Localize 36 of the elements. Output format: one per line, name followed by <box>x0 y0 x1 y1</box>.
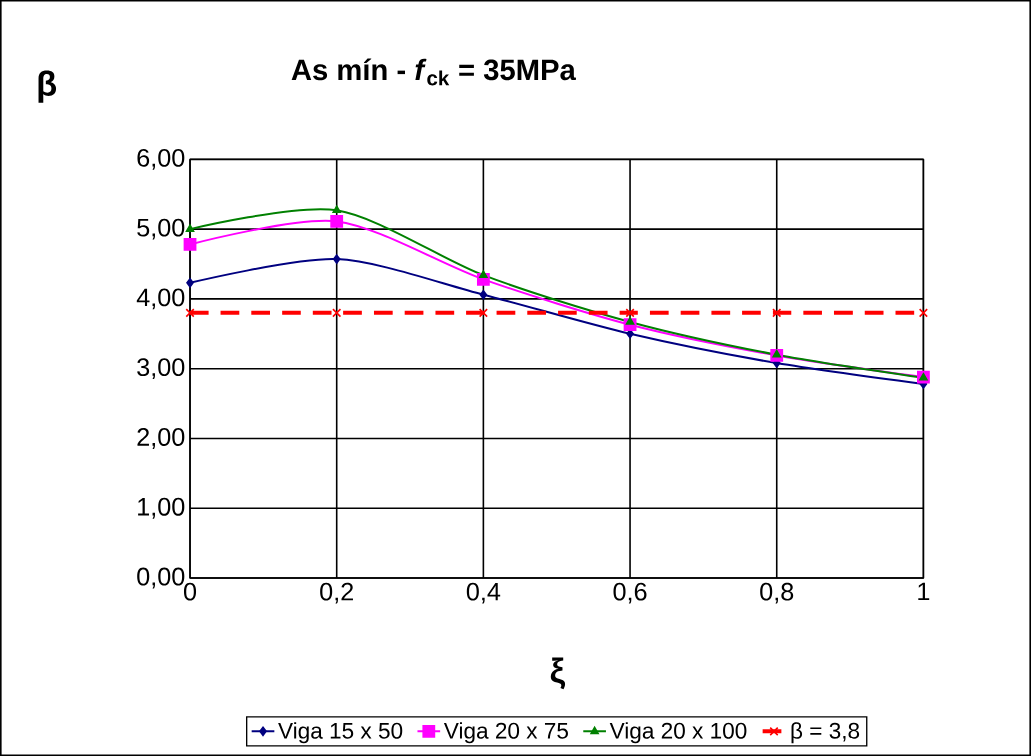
point <box>332 205 341 214</box>
point <box>479 270 488 278</box>
y-tick-label: 6,00 <box>137 148 185 170</box>
point <box>772 308 782 318</box>
legend-label: Viga 20 x 75 <box>443 722 568 744</box>
y-tick-label: 3,00 <box>137 358 185 380</box>
y-axis-title: β <box>38 70 57 103</box>
point <box>478 308 488 318</box>
x-tick-label: 0 <box>183 582 197 601</box>
y-tick-label: 4,00 <box>136 288 185 310</box>
x-tick-label: 0,6 <box>613 582 647 604</box>
y-tick-label: 1,00 <box>138 497 185 519</box>
legend-label: Viga 20 x 100 <box>609 722 747 744</box>
point <box>183 238 197 251</box>
legend-label: β = 3,8 <box>791 722 860 744</box>
point <box>185 308 195 318</box>
point <box>332 308 342 318</box>
point <box>185 224 195 232</box>
y-tick-label: 5,00 <box>137 218 185 240</box>
point <box>625 308 635 318</box>
point <box>625 317 635 325</box>
chart-title: As mín - f$_{ck}$ = 35MPa <box>291 58 576 86</box>
point <box>772 349 781 358</box>
point <box>332 254 341 264</box>
point <box>330 215 344 228</box>
point <box>186 278 194 288</box>
x-tick-label: 1 <box>918 582 930 601</box>
legend-label: Viga 15 x 50 <box>278 722 403 744</box>
y-tick-label: 0,00 <box>137 567 185 589</box>
x-tick-label: 0,2 <box>320 582 353 604</box>
point <box>918 308 928 318</box>
point <box>479 289 488 300</box>
x-tick-label: 0,4 <box>466 582 501 604</box>
y-tick-label: 2,00 <box>137 428 185 449</box>
x-tick-label: 0,8 <box>760 582 794 604</box>
x-axis-title: ξ <box>550 657 566 690</box>
